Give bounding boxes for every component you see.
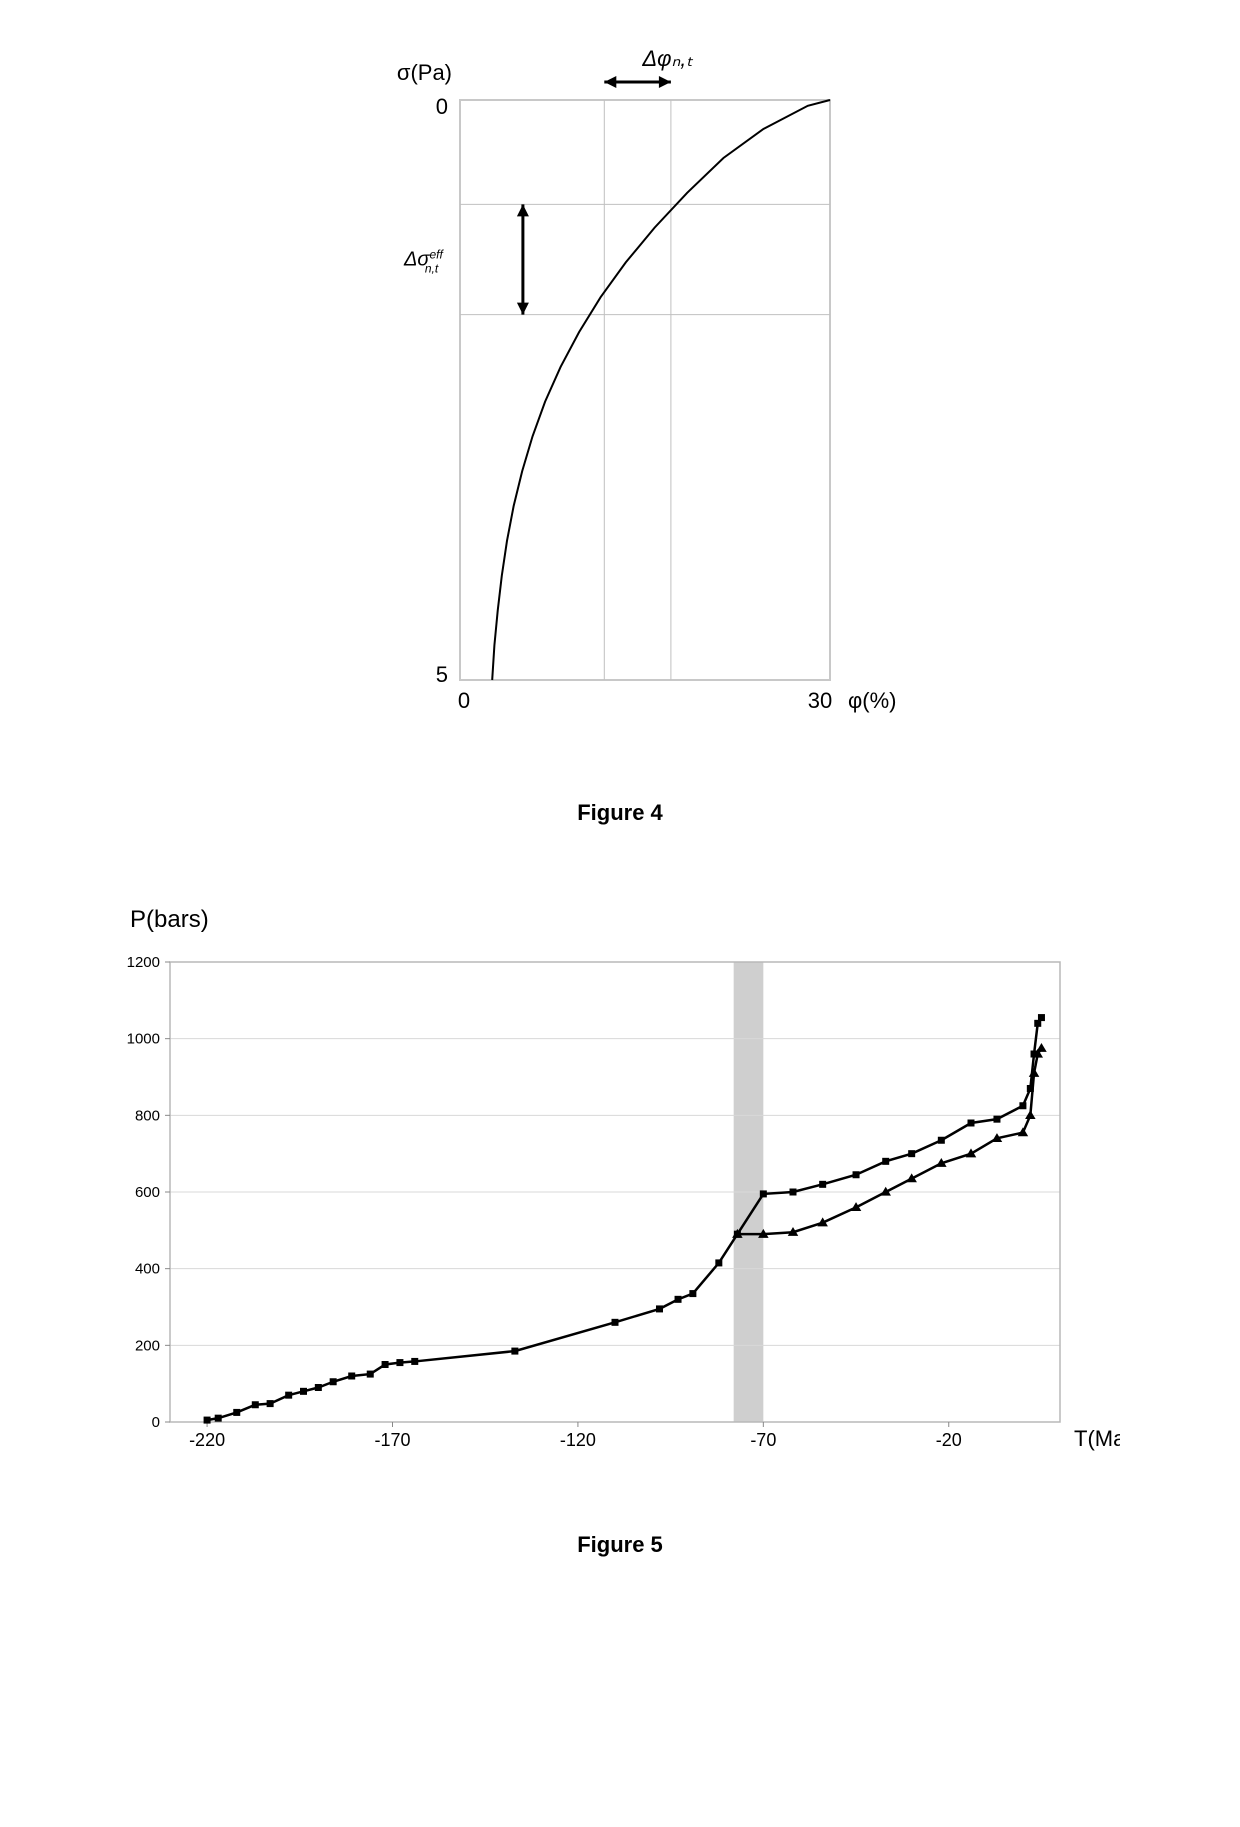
svg-text:-120: -120: [560, 1430, 596, 1450]
svg-text:-220: -220: [189, 1430, 225, 1450]
figure-5-chart: P(bars) 0 200 400 600 800 1000 1200 -220 -170 -12…: [100, 906, 1120, 1492]
figure-4-chart: Δφₙ,ₜΔσeffn,tσ(Pa)φ(%)05030: [310, 40, 930, 760]
figure-5-y-axis-label: P(bars): [130, 906, 1120, 934]
svg-text:1200: 1200: [127, 954, 160, 971]
svg-text:σ(Pa): σ(Pa): [397, 60, 452, 85]
svg-text:400: 400: [135, 1261, 160, 1278]
figure-4-svg: Δφₙ,ₜΔσeffn,tσ(Pa)φ(%)05030: [310, 40, 930, 760]
svg-text:0: 0: [436, 94, 448, 119]
figure-4-caption: Figure 4: [577, 800, 663, 826]
svg-text:-170: -170: [374, 1430, 410, 1450]
svg-text:0: 0: [152, 1414, 160, 1431]
figure-5-caption: Figure 5: [577, 1532, 663, 1558]
figure-4-block: Δφₙ,ₜΔσeffn,tσ(Pa)φ(%)05030 Figure 4: [80, 40, 1160, 886]
svg-text:φ(%): φ(%): [848, 688, 896, 713]
delta-sigma-label: Δσeffn,t: [403, 248, 444, 276]
svg-text:-70: -70: [750, 1430, 776, 1450]
delta-phi-label: Δφₙ,ₜ: [641, 46, 693, 71]
svg-text:600: 600: [135, 1184, 160, 1201]
svg-text:1000: 1000: [127, 1031, 160, 1048]
svg-text:800: 800: [135, 1107, 160, 1124]
svg-text:-20: -20: [936, 1430, 962, 1450]
figure-5-block: P(bars) 0 200 400 600 800 1000 1200 -220 -170 -12…: [80, 906, 1160, 1618]
svg-text:30: 30: [808, 688, 832, 713]
svg-text:5: 5: [436, 662, 448, 687]
figure-5-x-axis-label: T(Ma): [1074, 1426, 1120, 1451]
figure-5-svg: 0 200 400 600 800 1000 1200 -220 -170 -120 -70 -20 T…: [100, 952, 1120, 1492]
svg-text:0: 0: [458, 688, 470, 713]
svg-text:200: 200: [135, 1337, 160, 1354]
